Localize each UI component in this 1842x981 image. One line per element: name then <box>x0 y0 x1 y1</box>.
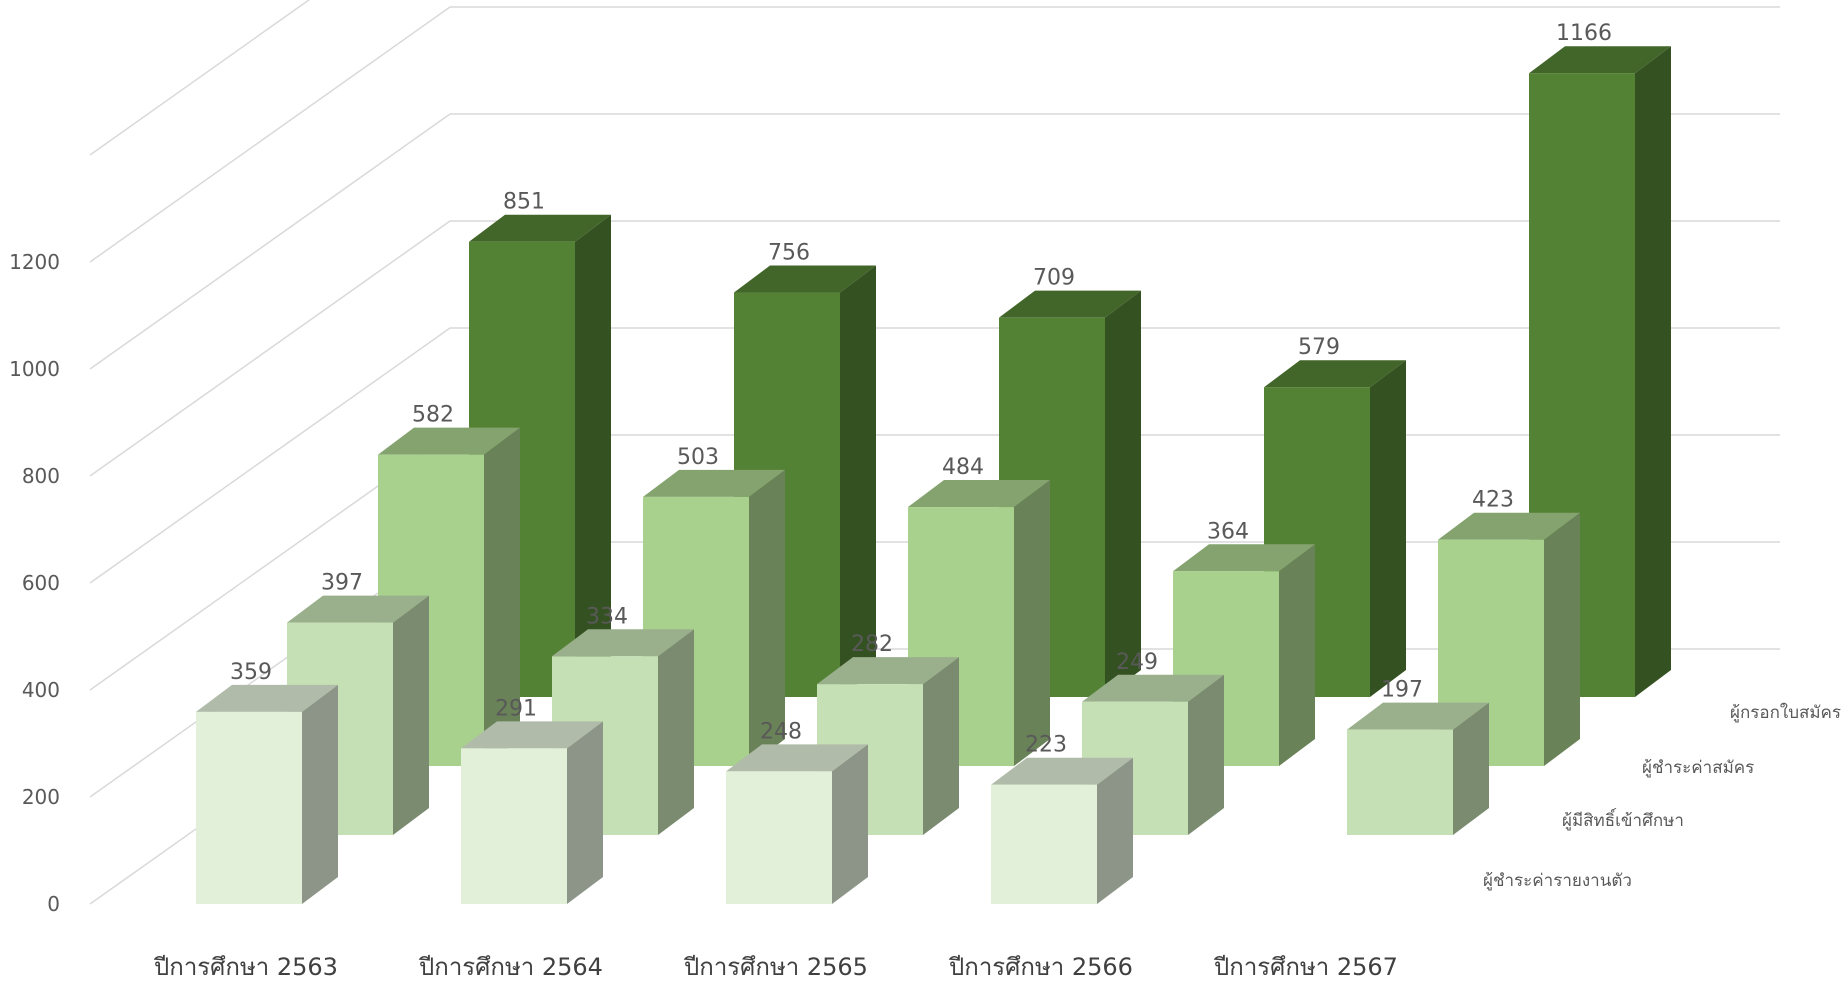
bar-top <box>1438 512 1580 540</box>
bar-side <box>302 684 338 904</box>
series-label: ผู้ชำระค่ารายงานตัว <box>1483 871 1632 891</box>
bar-top <box>196 684 338 712</box>
gridline-side <box>89 113 451 370</box>
bar-top <box>1173 544 1315 572</box>
bars: 851 756 709 579 1166 582 503 484 364 423 397 334 282… <box>196 21 1671 904</box>
data-label: 503 <box>677 445 719 470</box>
bar-side <box>1370 360 1406 697</box>
series-labels: ผู้กรอกใบสมัครผู้ชำระค่าสมัครผู้มีสิทธิ์… <box>1483 702 1841 891</box>
bar-top <box>1347 702 1489 730</box>
bar-side <box>749 469 785 766</box>
category-label: ปีการศึกษา 2563 <box>153 953 338 981</box>
bar-side <box>1188 674 1224 835</box>
bar-top <box>908 480 1050 508</box>
data-label: 334 <box>586 604 628 629</box>
bar-side <box>1014 480 1050 766</box>
bar: 223 <box>991 733 1133 904</box>
bar-side <box>1635 46 1671 697</box>
category-label: ปีการศึกษา 2566 <box>948 953 1133 981</box>
bar-side <box>1544 512 1580 766</box>
bar-top <box>643 469 785 497</box>
category-label: ปีการศึกษา 2567 <box>1213 953 1398 981</box>
bar-top <box>469 214 611 242</box>
bar-side <box>1279 544 1315 766</box>
data-label: 423 <box>1472 488 1514 513</box>
bar: 249 <box>1082 650 1224 835</box>
data-label: 484 <box>942 455 984 480</box>
data-label: 364 <box>1207 519 1249 544</box>
bar-top <box>287 595 429 623</box>
bar-side <box>923 657 959 835</box>
gridline-side <box>89 327 451 584</box>
y-tick-label: 400 <box>22 678 60 702</box>
bar-top <box>991 757 1133 785</box>
bar-side <box>484 427 520 766</box>
y-tick-label: 800 <box>22 464 60 488</box>
data-label: 397 <box>321 571 363 596</box>
gridline-side <box>89 6 451 263</box>
bar-top <box>461 721 603 749</box>
bar-front <box>991 784 1097 904</box>
y-tick-label: 200 <box>22 785 60 809</box>
bar-top <box>1529 46 1671 74</box>
data-label: 582 <box>412 403 454 428</box>
y-tick-label: 600 <box>22 571 60 595</box>
bar-front <box>726 771 832 904</box>
y-tick-label: 1200 <box>9 250 60 274</box>
bar: 359 <box>196 660 338 904</box>
data-label: 579 <box>1298 335 1340 360</box>
bar-side <box>567 721 603 904</box>
y-axis-ticks: 0 200 400 600 800 1000 1200 <box>9 250 60 916</box>
series-label: ผู้กรอกใบสมัคร <box>1730 702 1841 723</box>
bar: 291 <box>461 696 603 904</box>
bar-side <box>840 265 876 697</box>
bar-top <box>1082 674 1224 702</box>
bar-side <box>658 629 694 835</box>
data-label: 1166 <box>1556 21 1612 46</box>
bar-side <box>575 214 611 697</box>
data-label: 248 <box>760 719 802 744</box>
bar-top <box>734 265 876 293</box>
y-tick-label: 0 <box>47 892 60 916</box>
bar: 248 <box>726 719 868 904</box>
category-label: ปีการศึกษา 2565 <box>683 953 868 981</box>
y-tick-label: 1000 <box>9 357 60 381</box>
gridline-side <box>89 0 311 156</box>
bar-side <box>832 744 868 904</box>
data-label: 709 <box>1033 266 1075 291</box>
bar-top <box>726 744 868 772</box>
data-label: 756 <box>768 241 810 266</box>
data-label: 291 <box>495 696 537 721</box>
series-label: ผู้ชำระค่าสมัคร <box>1642 758 1754 778</box>
bar-front <box>1347 729 1453 835</box>
gridline-side <box>89 220 451 477</box>
data-label: 282 <box>851 632 893 657</box>
bar-side <box>1453 702 1489 835</box>
bar-top <box>999 290 1141 318</box>
bar-top <box>817 657 959 685</box>
data-label: 223 <box>1025 733 1067 758</box>
category-label: ปีการศึกษา 2564 <box>418 953 603 981</box>
bar-side <box>393 595 429 835</box>
data-label: 249 <box>1116 650 1158 675</box>
bar-front <box>461 748 567 904</box>
data-label: 197 <box>1381 678 1423 703</box>
data-label: 851 <box>503 190 545 215</box>
bar-top <box>1264 360 1406 388</box>
series-label: ผู้มีสิทธิ์เข้าศึกษา <box>1562 808 1684 831</box>
bar: 756 <box>734 241 876 697</box>
bar-side <box>1105 290 1141 697</box>
x-axis-categories: ปีการศึกษา 2563 ปีการศึกษา 2564 ปีการศึกษา… <box>153 953 1398 981</box>
bar-top <box>552 629 694 657</box>
bar-top <box>378 427 520 455</box>
data-label: 359 <box>230 660 272 685</box>
bar-front <box>196 711 302 904</box>
bar: 197 <box>1347 678 1489 835</box>
bar-side <box>1097 757 1133 904</box>
